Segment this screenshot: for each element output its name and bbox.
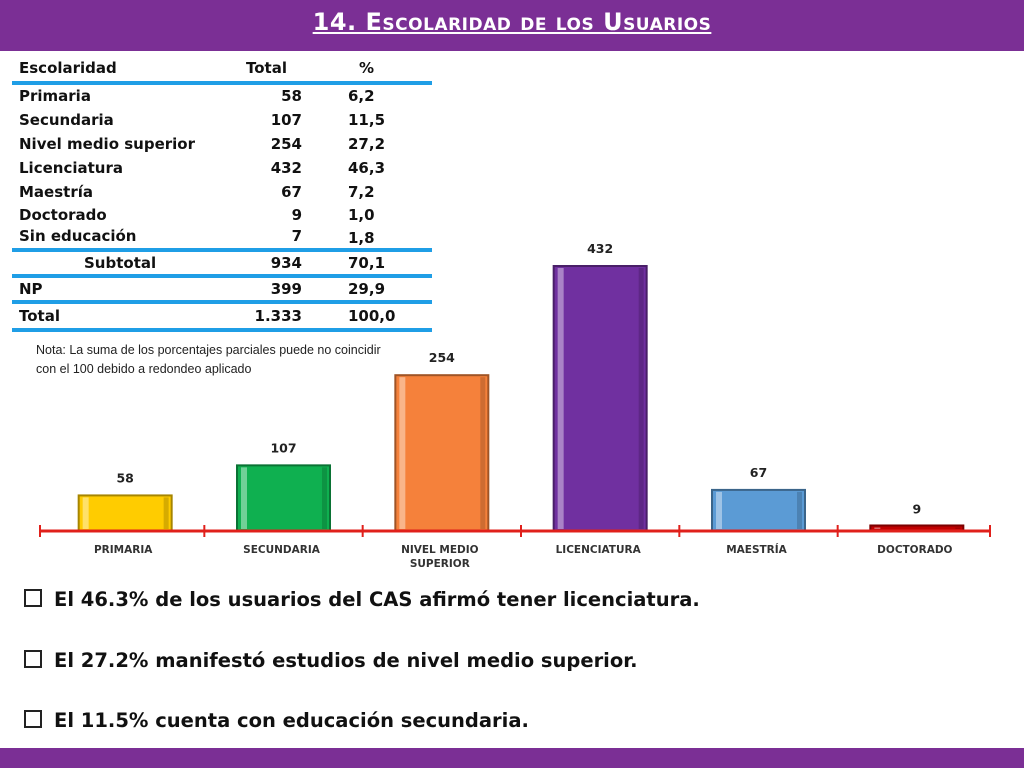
row-pct: 11,5 [348, 111, 386, 129]
bar-maestría [711, 488, 806, 532]
checkbox-bullet-icon [24, 589, 42, 607]
checkbox-bullet-icon [24, 710, 42, 728]
page-title: 14. Escolaridad de los Usuarios [312, 8, 712, 36]
bar-highlight [716, 491, 722, 529]
table-row: Licenciatura 432 46,3 [12, 159, 432, 181]
footer-bar [0, 748, 1024, 768]
row-label: Nivel medio superior [19, 135, 195, 153]
subtotal-row: Subtotal 934 70,1 [12, 254, 432, 276]
category-label: SUPERIOR [410, 558, 470, 570]
bullet-text: El 27.2% manifestó estudios de nivel med… [54, 649, 638, 672]
row-label: Sin educación [19, 227, 137, 245]
row-label: Secundaria [19, 111, 114, 129]
header-pct: % [359, 59, 375, 77]
bar-nivel-medio-superior [394, 374, 490, 532]
bar-secundaria [236, 464, 331, 533]
total-row: Total 1.333 100,0 [12, 307, 432, 329]
table-divider [12, 274, 432, 278]
bar-shadow [797, 491, 802, 529]
table-row: Sin educación 7 1,8 [12, 227, 432, 249]
np-row: NP 399 29,9 [12, 280, 432, 302]
row-label: Doctorado [19, 206, 107, 224]
table-row: Maestría 67 7,2 [12, 183, 432, 205]
row-pct: 1,8 [348, 229, 375, 247]
header-escolaridad: Escolaridad [19, 59, 117, 77]
row-total: 254 [270, 135, 302, 153]
total-pct: 100,0 [348, 307, 396, 325]
table-row: Secundaria 107 11,5 [12, 111, 432, 133]
subtotal-label: Subtotal [84, 254, 157, 272]
bar-highlight [874, 527, 881, 529]
bar-licenciatura [552, 265, 648, 532]
row-total: 7 [291, 227, 302, 245]
bullet-item: El 11.5% cuenta con educación secundaria… [24, 709, 529, 739]
row-total: 107 [270, 111, 302, 129]
bar-shadow [638, 268, 644, 529]
row-pct: 27,2 [348, 135, 386, 153]
bullet-text: El 11.5% cuenta con educación secundaria… [54, 709, 529, 732]
row-label: Maestría [19, 183, 93, 201]
row-label: Primaria [19, 87, 91, 105]
category-label: MAESTRÍA [726, 543, 787, 556]
bar-highlight [399, 377, 406, 529]
row-total: 9 [291, 206, 302, 224]
category-label: SECUNDARIA [243, 544, 321, 556]
bar-shadow [322, 467, 327, 529]
data-label: 58 [116, 470, 133, 485]
np-pct: 29,9 [348, 280, 386, 298]
row-total: 67 [281, 183, 302, 201]
category-label: PRIMARIA [94, 544, 153, 556]
checkbox-bullet-icon [24, 650, 42, 668]
bar-highlight [82, 497, 89, 529]
table-row: Doctorado 9 1,0 [12, 206, 432, 228]
bar-highlight [241, 467, 247, 529]
total-label: Total [19, 307, 60, 325]
row-pct: 6,2 [348, 87, 375, 105]
row-pct: 7,2 [348, 183, 375, 201]
table-divider [12, 81, 432, 85]
bullet-item: El 27.2% manifestó estudios de nivel med… [24, 649, 638, 679]
row-label: Licenciatura [19, 159, 123, 177]
bar-primaria [77, 494, 173, 532]
table-divider [12, 300, 432, 304]
category-label: LICENCIATURA [556, 544, 642, 556]
row-pct: 46,3 [348, 159, 386, 177]
bullet-item: El 46.3% de los usuarios del CAS afirmó … [24, 588, 700, 618]
table-row: Nivel medio superior 254 27,2 [12, 135, 432, 157]
bar-highlight [557, 268, 564, 529]
table-note: Nota: La suma de los porcentajes parcial… [36, 343, 381, 376]
category-label: NIVEL MEDIO [401, 544, 479, 556]
bar-shadow [480, 377, 486, 529]
subtotal-pct: 70,1 [348, 254, 386, 272]
np-total: 399 [270, 280, 302, 298]
table-header-row: Escolaridad Total % [12, 59, 432, 81]
data-label: 67 [750, 465, 767, 480]
title-bar [0, 0, 1024, 51]
row-total: 58 [281, 87, 302, 105]
subtotal-total: 934 [270, 254, 302, 272]
table-divider [12, 328, 432, 332]
bar-shadow [163, 497, 169, 529]
table-row: Primaria 58 6,2 [12, 87, 432, 109]
data-label: 107 [270, 440, 296, 455]
table-divider [12, 248, 432, 252]
data-label: 9 [912, 501, 921, 516]
category-label: DOCTORADO [877, 544, 952, 556]
data-label: 254 [429, 350, 455, 365]
data-label: 432 [587, 241, 613, 256]
bullet-text: El 46.3% de los usuarios del CAS afirmó … [54, 588, 700, 611]
row-pct: 1,0 [348, 206, 375, 224]
header-total: Total [246, 59, 287, 77]
np-label: NP [19, 280, 43, 298]
row-total: 432 [270, 159, 302, 177]
bar-shadow [955, 527, 961, 529]
schooling-bar-chart: 58 PRIMARIA 107 SECUNDARIA 254 NIVEL MEDIO SUP… [39, 241, 991, 570]
total-total: 1.333 [254, 307, 302, 325]
